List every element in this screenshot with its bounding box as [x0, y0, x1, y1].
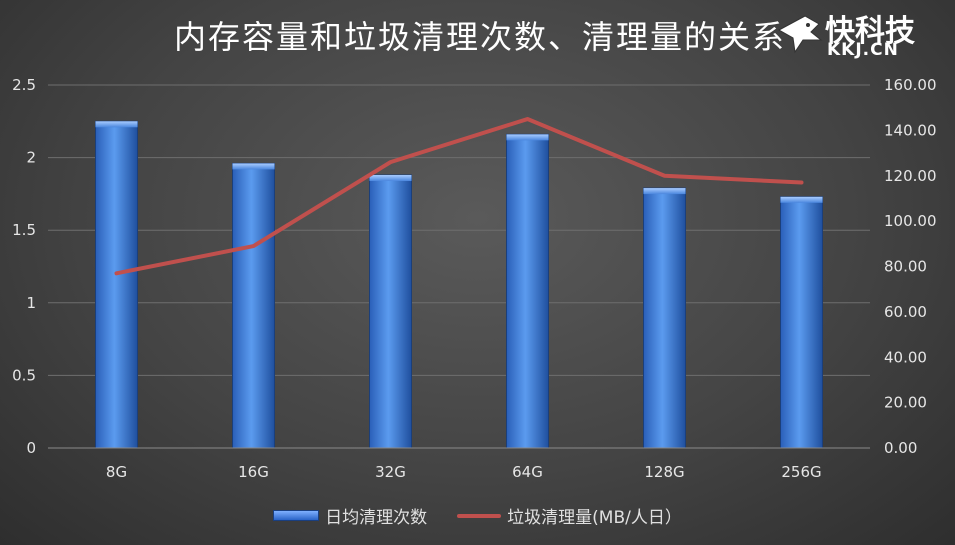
legend-item-bar: 日均清理次数: [273, 503, 427, 528]
bar-cap: [95, 121, 138, 128]
y-right-tick-label: 120.00: [884, 167, 937, 185]
bar-body: [369, 174, 412, 449]
watermark-brand: 快科技: [825, 14, 915, 49]
legend-swatch-bar: [273, 510, 320, 521]
y-right-tick-label: 60.00: [884, 303, 927, 321]
bar-body: [780, 196, 823, 449]
chart-title: 内存容量和垃圾清理次数、清理量的关系: [173, 18, 786, 56]
line-series: [114, 117, 804, 276]
y-left-tick-label: 0.5: [12, 366, 36, 384]
line-point: [526, 117, 529, 121]
y-left-tick-label: 1: [26, 294, 36, 312]
bar-body: [95, 120, 138, 449]
line-point: [252, 244, 255, 248]
watermark-domain: KKJ.CN: [827, 40, 899, 60]
y-left-tick-label: 1.5: [12, 221, 36, 239]
y-right-tick-label: 40.00: [884, 348, 927, 366]
line-point: [800, 181, 803, 185]
y-right-tick-label: 140.00: [884, 121, 937, 139]
bar: [232, 162, 275, 449]
legend-swatch-line: [457, 513, 502, 518]
bar-cap: [232, 163, 275, 170]
bar-body: [643, 187, 686, 449]
y-right-tick-label: 80.00: [884, 258, 927, 276]
logo-bird-icon: [777, 15, 823, 54]
bar-cap: [643, 188, 686, 195]
x-tick-label: 128G: [644, 463, 684, 481]
line-point: [389, 160, 392, 164]
bar-body: [506, 133, 549, 449]
bar: [780, 196, 823, 449]
bar-cap: [780, 196, 823, 203]
legend-item-line: 垃圾清理量(MB/人日）: [457, 503, 682, 528]
legend: 日均清理次数 垃圾清理量(MB/人日）: [0, 503, 955, 528]
bar: [506, 133, 549, 449]
y-left-tick-label: 0: [26, 439, 36, 457]
bar: [369, 174, 412, 449]
bar: [95, 120, 138, 449]
bar-body: [232, 162, 275, 449]
x-tick-label: 32G: [375, 463, 406, 481]
x-tick-label: 8G: [106, 463, 127, 481]
watermark-logo: 快科技 KKJ.CN: [775, 6, 945, 62]
y-right-tick-label: 160.00: [884, 76, 937, 94]
legend-label-bar: 日均清理次数: [325, 508, 428, 528]
y-right-tick-label: 0.00: [884, 439, 917, 457]
y-right-tick-label: 20.00: [884, 394, 927, 412]
line-point: [115, 271, 118, 275]
y-left-tick-label: 2.5: [12, 76, 36, 94]
legend-label-line: 垃圾清理量(MB/人日）: [507, 508, 682, 528]
x-tick-label: 64G: [512, 463, 543, 481]
bar-cap: [369, 175, 412, 182]
line-point: [663, 174, 666, 178]
x-tick-label: 256G: [781, 463, 821, 481]
bar-cap: [506, 134, 549, 141]
y-left-tick-label: 2: [26, 149, 36, 167]
y-right-tick-label: 100.00: [884, 212, 937, 230]
bar: [643, 187, 686, 449]
x-tick-label: 16G: [238, 463, 269, 481]
